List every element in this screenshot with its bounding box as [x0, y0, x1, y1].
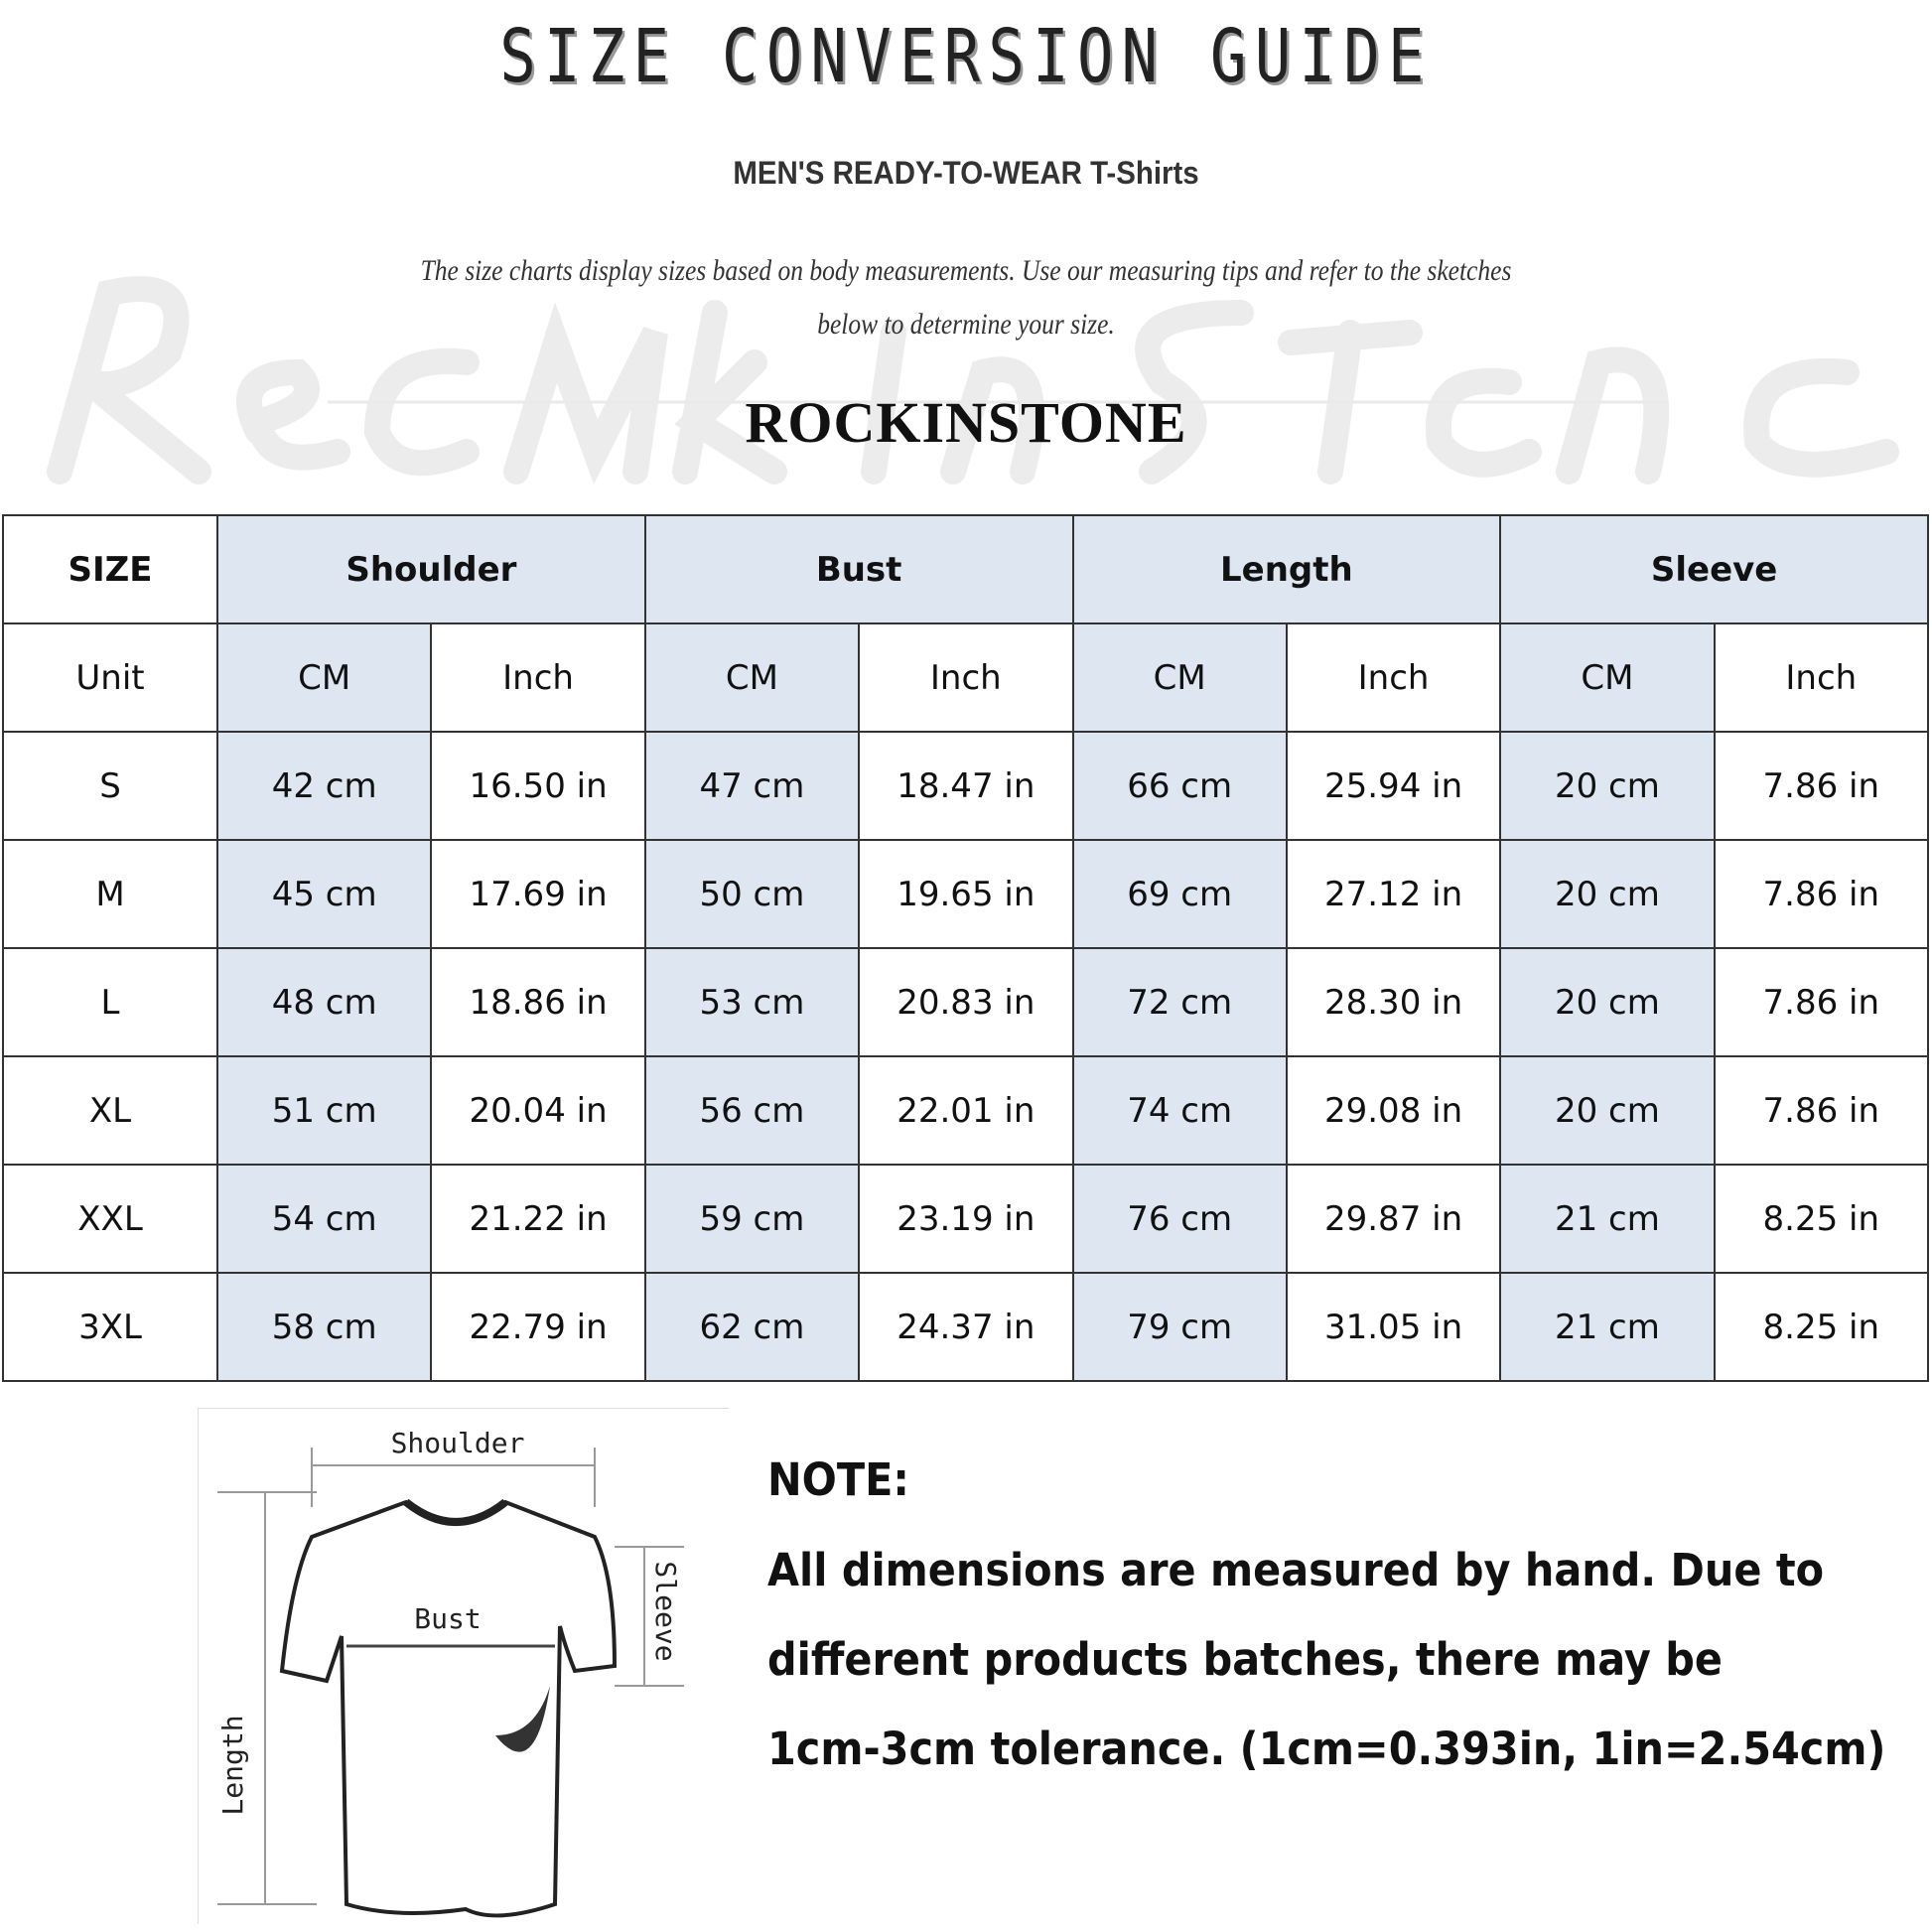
unit-cell: CM [1071, 622, 1288, 733]
note-line-1: All dimensions are measured by hand. Due… [767, 1544, 1825, 1596]
value-cell: 7.86 in [1713, 1055, 1930, 1166]
group-header-shoulder: Shoulder [216, 514, 646, 624]
size-cell: 3XL [2, 1272, 218, 1382]
value-cell: 76 cm [1071, 1164, 1288, 1274]
size-cell: S [2, 731, 218, 841]
value-cell: 7.86 in [1713, 947, 1930, 1057]
group-header-sleeve: Sleeve [1499, 514, 1929, 624]
tshirt-measurement-diagram: Shoulder Bust Length Sleeve [198, 1408, 729, 1924]
value-cell: 18.47 in [858, 731, 1074, 841]
value-cell: 74 cm [1071, 1055, 1288, 1166]
unit-label: Unit [2, 622, 218, 733]
value-cell: 20 cm [1499, 839, 1716, 949]
value-cell: 8.25 in [1713, 1272, 1930, 1382]
unit-cell: Inch [858, 622, 1074, 733]
page-subtitle: MEN'S READY-TO-WEAR T-Shirts [733, 155, 1199, 191]
table-row: 3XL 58 cm 22.79 in 62 cm 24.37 in 79 cm 31.05 … [2, 1272, 1930, 1382]
value-cell: 18.86 in [430, 947, 646, 1057]
value-cell: 50 cm [643, 839, 861, 949]
note-line-2: different products batches, there may be [767, 1633, 1724, 1686]
value-cell: 29.87 in [1285, 1164, 1502, 1274]
value-cell: 19.65 in [858, 839, 1074, 949]
unit-cell: Inch [1713, 622, 1930, 733]
size-cell: XXL [2, 1164, 218, 1274]
value-cell: 25.94 in [1285, 731, 1502, 841]
value-cell: 62 cm [643, 1272, 861, 1382]
value-cell: 23.19 in [858, 1164, 1074, 1274]
description-line-1: The size charts display sizes based on b… [420, 254, 1512, 287]
size-cell: XL [2, 1055, 218, 1166]
table-row: XL 51 cm 20.04 in 56 cm 22.01 in 74 cm 29.08 i… [2, 1055, 1930, 1166]
unit-cell: CM [215, 622, 433, 733]
value-cell: 20.83 in [858, 947, 1074, 1057]
value-cell: 21.22 in [430, 1164, 646, 1274]
group-header-bust: Bust [643, 514, 1074, 624]
value-cell: 79 cm [1071, 1272, 1288, 1382]
note-line-3: 1cm-3cm tolerance. (1cm=0.393in, 1in=2.5… [767, 1723, 1886, 1775]
length-label: Length [216, 1715, 249, 1815]
brand-name: ROCKINSTONE [745, 390, 1187, 455]
value-cell: 69 cm [1071, 839, 1288, 949]
value-cell: 24.37 in [858, 1272, 1074, 1382]
value-cell: 59 cm [643, 1164, 861, 1274]
value-cell: 51 cm [215, 1055, 433, 1166]
value-cell: 48 cm [215, 947, 433, 1057]
value-cell: 20 cm [1499, 1055, 1716, 1166]
value-cell: 58 cm [215, 1272, 433, 1382]
watermark-logo [47, 276, 1899, 484]
value-cell: 27.12 in [1285, 839, 1502, 949]
value-cell: 53 cm [643, 947, 861, 1057]
unit-cell: CM [1499, 622, 1716, 733]
value-cell: 20 cm [1499, 947, 1716, 1057]
size-table: SIZE Shoulder Bust Length Sleeve Unit CM Inch CM… [2, 514, 1930, 1382]
table-row: XXL 54 cm 21.22 in 59 cm 23.19 in 76 cm 29.87 … [2, 1164, 1930, 1274]
value-cell: 16.50 in [430, 731, 646, 841]
page-title: SIZE CONVERSION GUIDE [499, 14, 1433, 99]
value-cell: 47 cm [643, 731, 861, 841]
value-cell: 45 cm [215, 839, 433, 949]
shoulder-label: Shoulder [391, 1427, 525, 1459]
value-cell: 54 cm [215, 1164, 433, 1274]
table-row: L 48 cm 18.86 in 53 cm 20.83 in 72 cm 28.30 in… [2, 947, 1930, 1057]
size-cell: M [2, 839, 218, 949]
size-header: SIZE [2, 514, 218, 624]
value-cell: 7.86 in [1713, 839, 1930, 949]
unit-row: Unit CM Inch CM Inch CM Inch CM Inch [2, 622, 1930, 733]
value-cell: 66 cm [1071, 731, 1288, 841]
table-row: S 42 cm 16.50 in 47 cm 18.47 in 66 cm 25.94 in… [2, 731, 1930, 841]
value-cell: 42 cm [215, 731, 433, 841]
value-cell: 56 cm [643, 1055, 861, 1166]
size-cell: L [2, 947, 218, 1057]
value-cell: 20 cm [1499, 731, 1716, 841]
description-line-2: below to determine your size. [817, 308, 1115, 341]
value-cell: 21 cm [1499, 1164, 1716, 1274]
value-cell: 17.69 in [430, 839, 646, 949]
bust-label: Bust [414, 1602, 481, 1635]
group-header-length: Length [1071, 514, 1502, 624]
value-cell: 20.04 in [430, 1055, 646, 1166]
value-cell: 28.30 in [1285, 947, 1502, 1057]
table-header-row: SIZE Shoulder Bust Length Sleeve [2, 514, 1929, 624]
value-cell: 8.25 in [1713, 1164, 1930, 1274]
unit-cell: CM [643, 622, 861, 733]
value-cell: 29.08 in [1285, 1055, 1502, 1166]
unit-cell: Inch [430, 622, 646, 733]
note-heading: NOTE: [767, 1453, 909, 1506]
value-cell: 21 cm [1499, 1272, 1716, 1382]
unit-cell: Inch [1285, 622, 1502, 733]
value-cell: 22.79 in [430, 1272, 646, 1382]
sleeve-label: Sleeve [649, 1561, 682, 1661]
value-cell: 31.05 in [1285, 1272, 1502, 1382]
value-cell: 7.86 in [1713, 731, 1930, 841]
value-cell: 22.01 in [858, 1055, 1074, 1166]
value-cell: 72 cm [1071, 947, 1288, 1057]
table-row: M 45 cm 17.69 in 50 cm 19.65 in 69 cm 27.12 in… [2, 839, 1930, 949]
